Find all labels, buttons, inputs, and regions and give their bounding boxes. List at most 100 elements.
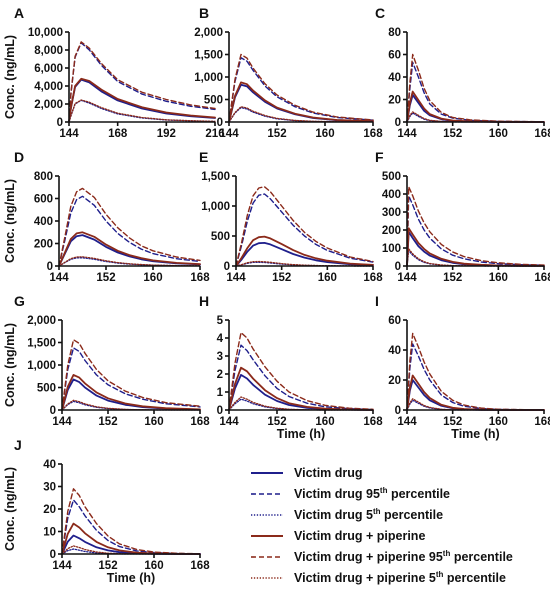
series-line-pip-p95 bbox=[228, 53, 374, 123]
y-tick-label: 0 bbox=[224, 261, 230, 273]
y-tick-label: 20 bbox=[43, 504, 56, 516]
x-tick-label: 216 bbox=[205, 128, 224, 140]
x-tick-label: 168 bbox=[190, 272, 210, 284]
y-tick-label: 200 bbox=[34, 239, 53, 251]
series-line-pip-p95 bbox=[406, 53, 545, 123]
x-tick-label: 168 bbox=[108, 128, 128, 140]
x-tick-label: 152 bbox=[98, 416, 117, 428]
x-axis-title: Time (h) bbox=[277, 427, 325, 441]
panel-letter: I bbox=[375, 293, 379, 309]
series-line-victim-p95 bbox=[61, 347, 201, 411]
x-tick-label: 160 bbox=[144, 416, 163, 428]
panel-i: I 0 20 40 60 144 152 160 168 Time (h) bbox=[375, 293, 550, 441]
legend-label: Victim drug + piperine bbox=[294, 528, 426, 543]
series-line-pip-p95 bbox=[406, 332, 545, 411]
x-tick-label: 144 bbox=[52, 416, 72, 428]
legend-label: Victim drug + piperine 95th percentile bbox=[294, 548, 513, 565]
legend-item: Victim drug + piperine bbox=[250, 525, 550, 546]
x-tick-label: 152 bbox=[443, 128, 462, 140]
y-tick-label: 40 bbox=[388, 72, 401, 84]
y-tick-label: 30 bbox=[43, 482, 56, 494]
y-tick-label: 500 bbox=[204, 95, 223, 107]
y-axis-title: Conc. (ng/mL) bbox=[3, 179, 17, 263]
panel-j: J 0 10 20 30 40 144 152 160 168 Conc. (ng/mL) Time … bbox=[3, 437, 210, 585]
y-tick-label: 6,000 bbox=[34, 63, 63, 75]
y-tick-label: 20 bbox=[388, 375, 401, 387]
x-tick-label: 160 bbox=[315, 128, 334, 140]
x-tick-label: 152 bbox=[98, 560, 117, 572]
series-line-pip bbox=[235, 235, 374, 267]
x-tick-label: 144 bbox=[219, 416, 239, 428]
x-tick-label: 144 bbox=[219, 128, 239, 140]
x-tick-label: 144 bbox=[397, 416, 417, 428]
y-tick-label: 0 bbox=[395, 405, 401, 417]
panel-letter: B bbox=[199, 5, 209, 21]
series-line-victim bbox=[58, 234, 201, 267]
series-line-pip bbox=[61, 373, 201, 411]
legend-swatch bbox=[250, 490, 284, 498]
x-tick-label: 160 bbox=[489, 416, 508, 428]
panel-letter: D bbox=[14, 149, 24, 165]
x-tick-label: 144 bbox=[226, 272, 246, 284]
x-tick-label: 160 bbox=[315, 416, 334, 428]
x-tick-label: 168 bbox=[363, 272, 383, 284]
y-tick-label: 0 bbox=[217, 405, 223, 417]
x-axis-title: Time (h) bbox=[107, 571, 155, 585]
x-tick-label: 152 bbox=[443, 272, 462, 284]
y-tick-label: 0 bbox=[57, 117, 63, 129]
legend-swatch bbox=[250, 574, 284, 582]
legend-swatch bbox=[250, 553, 284, 561]
y-tick-label: 4,000 bbox=[34, 81, 63, 93]
y-tick-label: 1,500 bbox=[27, 338, 56, 350]
series-line-victim bbox=[228, 373, 374, 411]
series-line-pip bbox=[58, 231, 201, 267]
y-tick-label: 200 bbox=[382, 225, 401, 237]
legend-swatch bbox=[250, 532, 284, 540]
series-line-pip-p95 bbox=[406, 186, 545, 267]
x-tick-label: 144 bbox=[397, 272, 417, 284]
y-axis-title: Conc. (ng/mL) bbox=[3, 35, 17, 119]
series-line-victim-p95 bbox=[61, 499, 201, 555]
y-tick-label: 400 bbox=[382, 189, 401, 201]
y-tick-label: 2,000 bbox=[27, 315, 56, 327]
y-tick-label: 800 bbox=[34, 171, 53, 183]
y-tick-label: 2,000 bbox=[194, 27, 223, 39]
panel-letter: F bbox=[375, 149, 384, 165]
panel-b: B 0 500 1,000 1,500 2,000 144 152 160 168 bbox=[194, 5, 383, 140]
series-line-pip-p95 bbox=[61, 488, 201, 555]
y-tick-label: 0 bbox=[395, 261, 401, 273]
series-line-victim-p95 bbox=[406, 61, 545, 123]
x-tick-label: 160 bbox=[489, 272, 508, 284]
series-line-pip-p95 bbox=[68, 41, 216, 123]
y-tick-label: 1,500 bbox=[194, 50, 223, 62]
y-tick-label: 0 bbox=[217, 117, 223, 129]
series-line-victim-p95 bbox=[406, 195, 545, 267]
y-axis-title: Conc. (ng/mL) bbox=[3, 467, 17, 551]
x-tick-label: 144 bbox=[52, 560, 72, 572]
x-tick-label: 144 bbox=[49, 272, 69, 284]
x-tick-label: 160 bbox=[489, 128, 508, 140]
series-line-pip bbox=[68, 77, 216, 123]
y-tick-label: 1,000 bbox=[201, 201, 230, 213]
y-tick-label: 4 bbox=[217, 333, 224, 345]
legend-label: Victim drug + piperine 5th percentile bbox=[294, 569, 506, 586]
x-tick-label: 144 bbox=[397, 128, 417, 140]
x-tick-label: 168 bbox=[190, 416, 210, 428]
x-tick-label: 152 bbox=[267, 128, 286, 140]
series-line-pip-p95 bbox=[228, 331, 374, 411]
y-tick-label: 3 bbox=[217, 351, 223, 363]
series-line-pip-p95 bbox=[235, 186, 374, 267]
x-tick-label: 168 bbox=[190, 560, 210, 572]
x-tick-label: 168 bbox=[534, 128, 550, 140]
x-tick-label: 152 bbox=[96, 272, 115, 284]
series-line-pip bbox=[406, 374, 545, 411]
series-line-victim-p5 bbox=[406, 399, 545, 411]
y-tick-label: 8,000 bbox=[34, 45, 63, 57]
y-tick-label: 0 bbox=[395, 117, 401, 129]
y-tick-label: 1,000 bbox=[27, 360, 56, 372]
series-line-victim-p95 bbox=[406, 343, 545, 411]
series-line-pip-p5 bbox=[58, 256, 201, 267]
panel-h: H 0 1 2 3 4 5 144 152 160 168 Time (h) bbox=[199, 293, 383, 441]
panel-letter: C bbox=[375, 5, 385, 21]
